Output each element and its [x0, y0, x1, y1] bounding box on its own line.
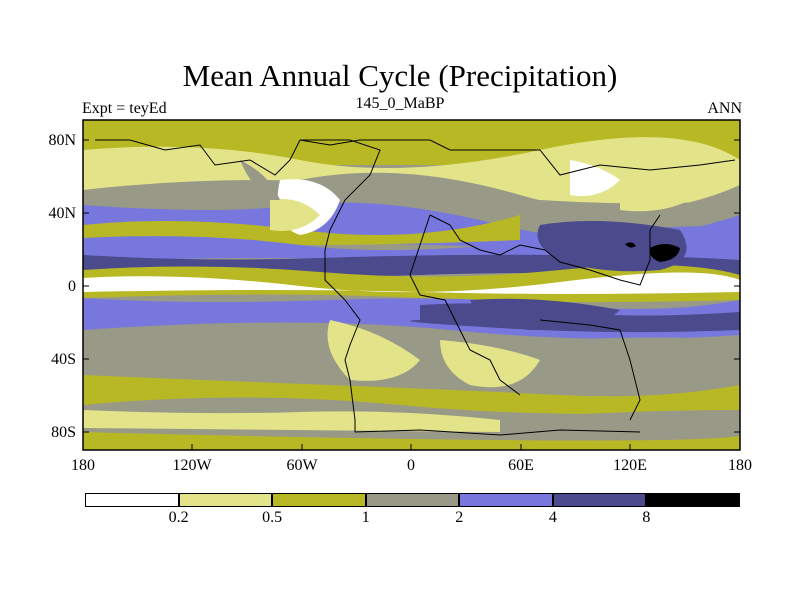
colorbar-label: 0.5: [262, 509, 283, 526]
precip-field: [83, 120, 740, 450]
lat-tick-label: 40N: [48, 205, 76, 222]
colorbar-label: 4: [548, 509, 557, 526]
colorbar-label: 0.2: [168, 509, 189, 526]
colorbar-segment: [272, 493, 366, 507]
axis-ticks: [82, 139, 741, 450]
land-outlines: [95, 139, 736, 436]
lon-tick-label: 120E: [613, 457, 647, 474]
colorbar-segment: [365, 493, 460, 507]
lat-tick-label: 80S: [51, 424, 76, 441]
lon-axis: 180 120W 60W 0 60E 120E 180: [71, 457, 752, 474]
period-label: 145_0_MaBP: [355, 95, 445, 112]
lon-tick-label: 180: [728, 457, 752, 474]
colorbar-segment: [85, 493, 179, 507]
season-label: ANN: [707, 100, 742, 117]
lat-tick-label: 80N: [48, 132, 76, 149]
lon-tick-label: 60E: [508, 457, 534, 474]
colorbar-segment: [646, 493, 740, 507]
lat-axis: 80N 40N 0 40S 80S: [48, 132, 76, 441]
colorbar-label: 2: [455, 509, 464, 526]
colorbar-label: 8: [642, 509, 651, 526]
lat-tick-label: 0: [68, 278, 76, 295]
map-title: Mean Annual Cycle (Precipitation): [182, 58, 618, 93]
lon-tick-label: 60W: [286, 457, 318, 474]
colorbar-segment: [552, 493, 647, 507]
experiment-label: Expt = teyEd: [82, 100, 167, 117]
colorbar-segment: [178, 493, 273, 507]
lon-tick-label: 0: [407, 457, 415, 474]
lon-tick-label: 120W: [172, 457, 212, 474]
lon-tick-label: 180: [71, 457, 95, 474]
lat-tick-label: 40S: [51, 351, 76, 368]
colorbar-segment: [459, 493, 553, 507]
colorbar-label: 1: [361, 509, 370, 526]
